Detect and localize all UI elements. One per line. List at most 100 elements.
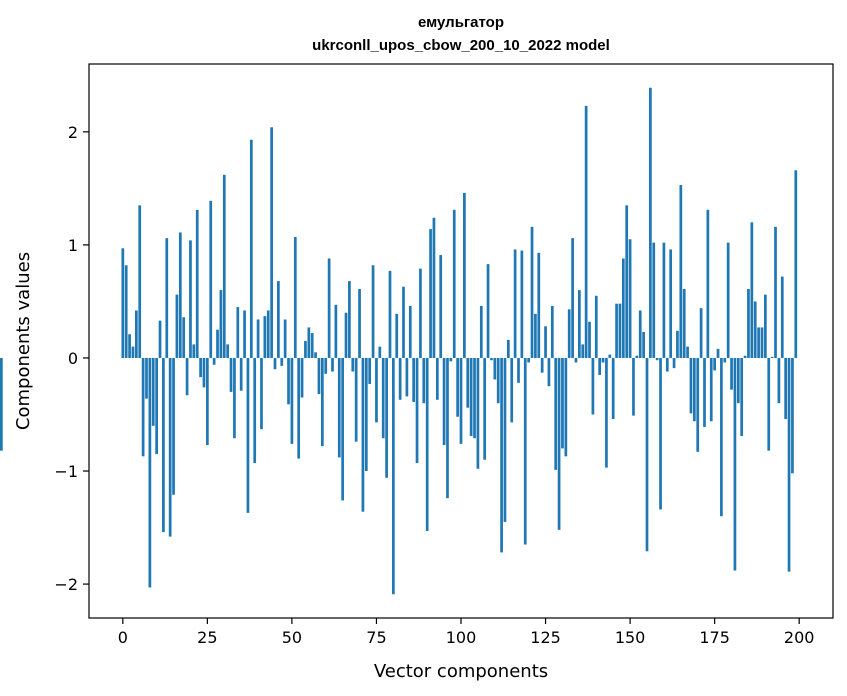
bar-135 <box>578 290 581 358</box>
bar-11 <box>158 320 162 358</box>
bar-109 <box>490 357 493 361</box>
bar-35 <box>239 357 243 391</box>
bar-31 <box>226 344 230 358</box>
bar-121 <box>530 226 534 358</box>
bar-54 <box>304 341 307 358</box>
bar-180 <box>730 357 733 390</box>
bar-69 <box>354 357 358 442</box>
bar-63 <box>334 304 338 358</box>
bar-152 <box>635 355 639 358</box>
bar-108 <box>486 264 490 358</box>
bar-123 <box>537 252 541 358</box>
x-tick-label-175: 175 <box>699 628 730 647</box>
bar-64 <box>337 357 341 458</box>
bar-8 <box>148 357 152 588</box>
bar-118 <box>520 250 524 358</box>
bar-58 <box>317 357 321 395</box>
bar-16 <box>175 294 179 358</box>
bar-98 <box>452 209 456 358</box>
bar-199 <box>794 170 798 358</box>
x-axis-label: Vector components <box>374 661 548 682</box>
x-tick-label-150: 150 <box>615 628 646 647</box>
bar-28 <box>216 329 219 358</box>
bar-75 <box>375 357 378 423</box>
bar-191 <box>767 357 771 451</box>
bar-88 <box>419 268 422 358</box>
bar-72 <box>364 357 368 472</box>
bar-25 <box>206 357 209 446</box>
y-tick-label-2: 2 <box>68 123 78 142</box>
x-tick-label-25: 25 <box>197 628 217 647</box>
bar-133 <box>571 238 574 358</box>
y-axis-ticks: −2 −1 0 1 2 <box>54 123 89 594</box>
bar-166 <box>682 288 686 358</box>
bar-79 <box>388 270 392 358</box>
bar-194 <box>777 357 781 404</box>
bar-97 <box>449 357 453 362</box>
bar-17 <box>178 232 182 358</box>
bar-198 <box>791 357 794 474</box>
bar-122 <box>534 313 537 358</box>
x-tick-label-100: 100 <box>446 628 477 647</box>
bar-137 <box>584 105 588 358</box>
bar-153 <box>638 310 642 358</box>
bar-55 <box>307 327 311 358</box>
bar-26 <box>209 200 213 358</box>
bar-163 <box>672 357 676 369</box>
bar-183 <box>740 357 744 436</box>
bar-47 <box>280 357 284 366</box>
bar-19 <box>185 357 189 396</box>
bar-60 <box>324 357 328 374</box>
plot-frame <box>88 63 834 619</box>
bar-49 <box>287 357 290 405</box>
bar-193 <box>774 226 777 358</box>
y-tick-label-1: 1 <box>68 236 78 255</box>
bar-71 <box>361 357 365 512</box>
bar-162 <box>669 249 673 358</box>
bar-158 <box>655 357 659 361</box>
bar-127 <box>550 305 554 358</box>
bar-99 <box>456 357 459 417</box>
bar-44 <box>270 127 273 358</box>
bar-3 <box>131 346 135 358</box>
bar-167 <box>686 346 689 358</box>
bar-50 <box>290 357 294 444</box>
bar-4 <box>134 310 138 358</box>
x-tick-label-200: 200 <box>784 628 815 647</box>
bar-73 <box>368 357 372 384</box>
bar-106 <box>479 305 483 358</box>
bar-83 <box>402 286 405 358</box>
bar-51 <box>293 236 297 358</box>
bar-164 <box>676 330 679 358</box>
bar-129 <box>557 357 561 530</box>
bar-143 <box>605 357 608 468</box>
bar-126 <box>547 357 551 387</box>
bar-undefined <box>0 357 3 451</box>
bar-96 <box>446 357 449 499</box>
bar-85 <box>408 305 412 358</box>
bar-43 <box>266 310 270 358</box>
bars-group <box>0 87 798 595</box>
bar-178 <box>723 357 727 363</box>
bar-57 <box>314 352 317 358</box>
bar-105 <box>476 357 480 469</box>
bar-80 <box>392 357 395 595</box>
bar-139 <box>591 357 595 415</box>
bar-179 <box>726 242 730 358</box>
bar-52 <box>297 357 301 459</box>
bar-171 <box>699 308 703 358</box>
bar-113 <box>503 357 507 522</box>
chart-title: емульгатор <box>418 14 504 31</box>
bar-86 <box>412 357 416 403</box>
bar-18 <box>182 317 186 358</box>
bar-21 <box>192 344 196 358</box>
bar-62 <box>331 357 334 372</box>
bar-77 <box>381 357 385 439</box>
bar-32 <box>229 357 233 392</box>
bar-140 <box>594 295 598 358</box>
bar-33 <box>233 357 236 439</box>
bar-23 <box>199 357 202 378</box>
bar-34 <box>236 307 240 358</box>
y-tick-label--1: −1 <box>54 462 78 481</box>
y-axis-label: Components values <box>13 252 34 430</box>
